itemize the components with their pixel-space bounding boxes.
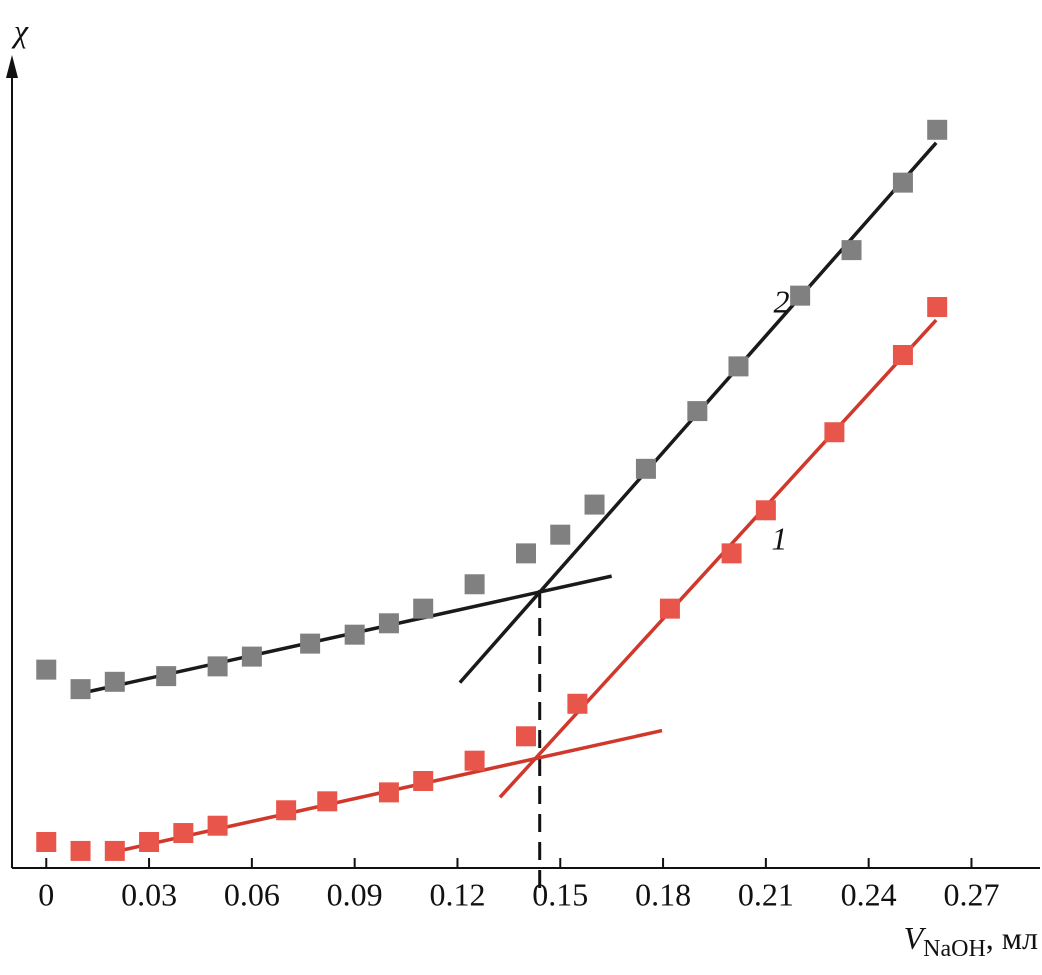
x-label-subscript: NaOH [923,936,986,962]
point [36,831,57,852]
point [173,823,194,844]
x-tick-label: 0.15 [532,876,588,912]
x-tick-label: 0.18 [635,876,691,912]
series-label: 1 [771,521,787,557]
x-tick-label: 0.03 [121,876,177,912]
point [841,240,862,261]
point [721,543,742,564]
point [584,494,605,515]
x-label-symbol: V [904,920,927,956]
point [276,800,297,821]
point [70,679,91,700]
point [516,726,536,747]
point [927,297,948,318]
point [790,285,811,306]
point [728,356,749,377]
y-axis-arrow [6,55,18,78]
point [413,598,434,619]
x-tick-label: 0.09 [327,876,383,912]
point [635,458,656,479]
x-tick-label: 0.12 [429,876,485,912]
point [892,172,913,193]
point [892,344,913,365]
series-label: 2 [774,283,790,319]
point [550,524,571,545]
point [36,659,57,680]
x-tick-label: 0.27 [943,876,999,912]
point [344,624,365,645]
point [567,693,588,714]
x-axis-label: VNaOH, мл [904,920,1038,961]
x-tick-label: 0.06 [224,876,280,912]
point [413,771,434,792]
x-tick-label: 0.24 [841,876,897,912]
point [378,782,399,803]
point [824,422,845,443]
point [156,666,177,687]
point [516,543,536,564]
point [207,815,228,836]
point [139,831,160,852]
point [927,119,948,140]
point [659,598,680,619]
point [464,574,485,595]
x-label-unit: , мл [986,920,1038,956]
point [104,671,125,692]
point [464,750,485,771]
x-tick-label: 0 [38,876,54,912]
y-axis-label: χ [11,12,29,48]
point [378,613,399,634]
point [317,791,338,812]
point [755,500,776,521]
point [207,656,228,677]
point [687,401,708,422]
fit-line [498,318,938,799]
point [104,840,125,861]
point [241,646,262,667]
point [70,840,91,861]
point [300,633,321,654]
x-tick-label: 0.21 [738,876,794,912]
